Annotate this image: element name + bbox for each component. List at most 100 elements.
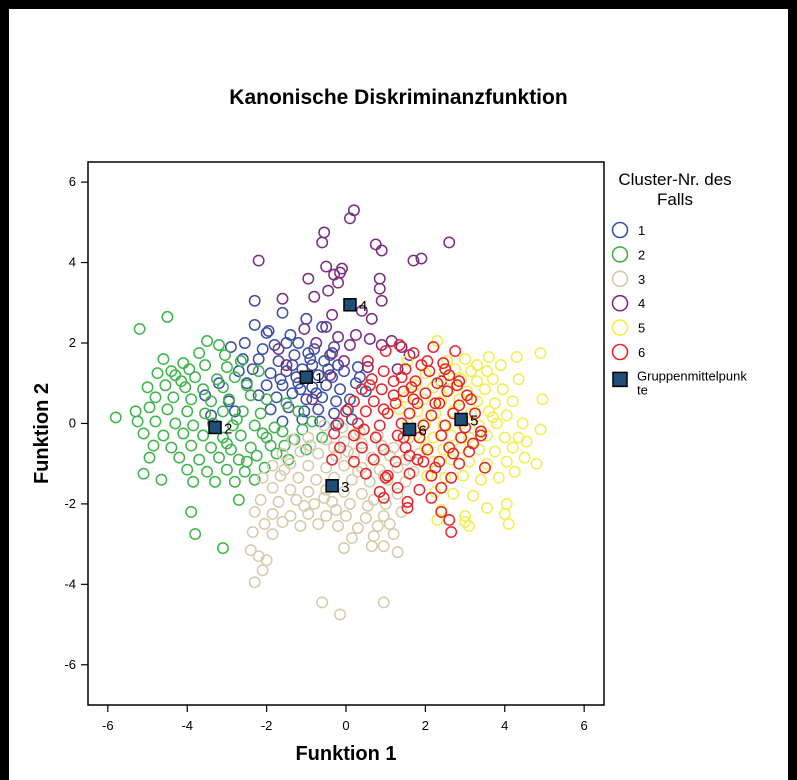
data-point	[473, 443, 485, 456]
centroid-marker	[208, 420, 222, 435]
data-point	[310, 473, 323, 486]
data-point	[294, 445, 307, 458]
data-point	[340, 405, 352, 418]
data-point	[292, 337, 305, 349]
centroid-label: 3	[341, 479, 349, 496]
data-point	[276, 516, 289, 528]
legend-label: 3	[638, 272, 645, 287]
legend-marker	[611, 270, 629, 288]
data-point	[488, 445, 501, 458]
y-axis-label: Funktion 2	[31, 383, 53, 484]
x-tick-label: 2	[422, 718, 429, 733]
centroid-marker	[454, 412, 468, 427]
data-point	[395, 341, 408, 353]
data-point	[332, 417, 345, 430]
data-point	[435, 395, 448, 408]
data-point	[498, 431, 511, 444]
data-point	[266, 481, 279, 494]
data-point	[328, 441, 341, 454]
data-point	[213, 339, 225, 351]
data-point	[175, 375, 188, 388]
data-point	[361, 355, 374, 368]
data-point	[429, 461, 442, 474]
data-point	[300, 393, 313, 406]
data-point	[361, 499, 374, 512]
x-tick-label: -4	[181, 718, 193, 733]
data-point	[220, 463, 233, 476]
data-point	[467, 437, 479, 450]
data-point	[209, 475, 221, 488]
data-point	[443, 441, 456, 454]
data-point	[475, 429, 487, 442]
series-6	[326, 339, 491, 538]
data-point	[361, 361, 374, 374]
data-point	[338, 542, 350, 555]
data-point	[334, 383, 346, 396]
data-point	[439, 363, 452, 376]
x-tick-label: 0	[342, 718, 349, 733]
data-point	[270, 447, 283, 460]
data-point	[334, 608, 346, 621]
data-point	[205, 395, 217, 408]
data-point	[294, 383, 307, 396]
legend-marker	[611, 246, 629, 263]
data-point	[224, 443, 237, 456]
data-point	[447, 447, 460, 460]
data-point	[421, 469, 434, 482]
data-point	[159, 379, 172, 392]
data-point	[377, 491, 390, 504]
data-point	[274, 469, 287, 482]
data-point	[324, 369, 337, 382]
data-point	[320, 320, 333, 333]
data-point	[300, 312, 313, 325]
data-point	[403, 407, 416, 420]
data-point	[244, 441, 257, 454]
data-point	[482, 351, 495, 364]
data-point	[310, 337, 323, 349]
data-point	[334, 441, 346, 454]
data-point	[157, 353, 170, 366]
data-point	[280, 359, 293, 372]
data-point	[236, 353, 249, 366]
centroid-marker	[343, 298, 357, 312]
data-point	[266, 528, 279, 541]
data-point	[365, 373, 378, 386]
data-point	[421, 355, 434, 368]
data-point	[365, 540, 378, 553]
y-tick-label: 2	[69, 335, 76, 350]
data-point	[248, 318, 261, 331]
data-point	[349, 377, 362, 390]
data-point	[181, 463, 194, 476]
data-point	[486, 373, 499, 386]
data-point	[401, 355, 414, 368]
data-point	[201, 335, 214, 347]
data-point	[246, 363, 259, 376]
data-point	[322, 284, 335, 297]
data-point	[359, 405, 372, 418]
legend-label: 1	[638, 223, 645, 238]
data-point	[318, 419, 331, 432]
data-point	[129, 405, 142, 418]
data-point	[308, 290, 321, 303]
data-point	[425, 409, 438, 422]
data-point	[328, 407, 341, 420]
data-point	[355, 487, 368, 500]
data-point	[419, 441, 432, 454]
data-point	[133, 322, 146, 335]
data-point	[151, 367, 164, 380]
data-point	[260, 431, 273, 444]
data-point	[381, 407, 394, 420]
data-point	[165, 365, 178, 378]
data-point	[224, 341, 237, 353]
data-point	[197, 429, 210, 442]
data-point	[302, 485, 315, 498]
data-point	[389, 397, 402, 410]
data-point	[187, 475, 200, 488]
data-point	[340, 510, 352, 522]
data-point	[284, 457, 297, 470]
data-point	[342, 403, 354, 416]
data-point	[217, 542, 229, 555]
data-point	[459, 510, 472, 522]
data-point	[417, 455, 430, 468]
data-point	[308, 497, 321, 510]
